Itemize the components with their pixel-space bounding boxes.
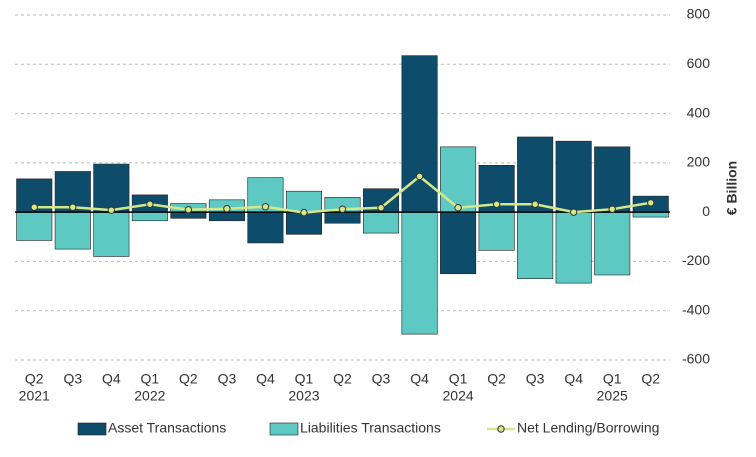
- x-tick-label: Q2: [487, 371, 506, 387]
- line-point: [223, 204, 231, 213]
- line-point: [107, 206, 116, 214]
- line-point: [261, 203, 270, 211]
- x-tick-label: Q1: [449, 371, 468, 387]
- bar: [594, 211, 631, 276]
- bar: [93, 211, 130, 257]
- line-point: [377, 204, 385, 212]
- line-point: [69, 203, 77, 211]
- x-tick-label: Q4: [564, 371, 583, 387]
- x-year-label: 2025: [597, 388, 628, 404]
- bar: [440, 211, 477, 275]
- bar: [54, 211, 91, 250]
- bar: [247, 211, 284, 244]
- legend-swatch: [77, 422, 107, 436]
- x-tick-label: Q2: [179, 371, 198, 387]
- bar: [16, 211, 53, 241]
- legend-label: Liabilities Transactions: [300, 420, 441, 436]
- legend-swatch: [497, 425, 505, 433]
- line-point: [300, 208, 308, 217]
- x-tick-label: Q2: [333, 371, 352, 387]
- y-tick-label: 200: [687, 154, 711, 170]
- line-point: [454, 204, 462, 212]
- line-point: [30, 203, 38, 211]
- line-point: [415, 172, 424, 181]
- line-point: [492, 200, 501, 208]
- x-tick-label: Q3: [63, 371, 82, 387]
- line-point: [531, 200, 539, 208]
- bar: [517, 211, 554, 279]
- x-tick-label: Q2: [641, 371, 660, 387]
- x-year-label: 2023: [288, 388, 319, 404]
- bar: [401, 211, 438, 335]
- x-tick-label: Q1: [295, 371, 314, 387]
- x-tick-label: Q2: [25, 371, 44, 387]
- x-tick-label: Q1: [141, 371, 160, 387]
- y-axis-label: € Billion: [724, 161, 740, 215]
- x-tick-label: Q3: [372, 371, 391, 387]
- bar: [555, 211, 592, 284]
- bar: [478, 211, 515, 251]
- legend-label: Net Lending/Borrowing: [517, 420, 659, 436]
- bar: [324, 211, 361, 224]
- x-year-label: 2021: [19, 388, 50, 404]
- bar: [440, 146, 477, 213]
- y-tick-label: 800: [687, 6, 711, 22]
- bar: [363, 211, 400, 234]
- x-tick-label: Q4: [410, 371, 429, 387]
- x-tick-label: Q4: [102, 371, 121, 387]
- line-point: [146, 200, 154, 208]
- bar: [208, 211, 245, 222]
- bar: [401, 55, 438, 213]
- x-tick-label: Q4: [256, 371, 275, 387]
- bar: [555, 140, 592, 213]
- line-point: [647, 199, 655, 207]
- bar: [594, 146, 631, 213]
- bar: [93, 163, 130, 213]
- y-tick-label: -400: [682, 301, 710, 317]
- x-year-label: 2024: [443, 388, 474, 404]
- y-tick-label: 400: [687, 104, 711, 120]
- x-tick-label: Q1: [603, 371, 622, 387]
- line-point: [608, 205, 616, 213]
- y-tick-label: -200: [682, 252, 710, 268]
- legend-swatch: [269, 422, 299, 436]
- y-tick-label: 600: [687, 55, 711, 71]
- bar: [131, 211, 168, 222]
- x-year-label: 2022: [134, 388, 165, 404]
- legend-label: Asset Transactions: [108, 420, 226, 436]
- line-point: [338, 205, 347, 213]
- x-tick-label: Q3: [526, 371, 545, 387]
- y-tick-label: -600: [682, 351, 710, 367]
- line-point: [184, 205, 193, 214]
- line-point: [569, 208, 578, 216]
- y-tick-label: 0: [702, 203, 710, 219]
- x-tick-label: Q3: [218, 371, 237, 387]
